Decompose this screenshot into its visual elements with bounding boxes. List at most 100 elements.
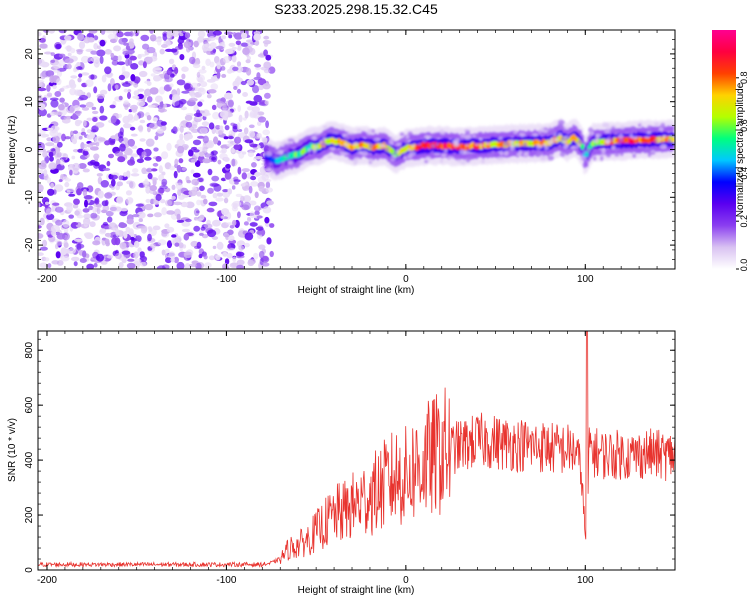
noise-blob	[171, 234, 177, 238]
ridge-halo-blob	[367, 128, 373, 134]
ridge-halo-blob	[542, 143, 547, 147]
noise-blob	[249, 47, 256, 56]
noise-blob	[161, 207, 167, 216]
noise-blob	[117, 113, 122, 118]
noise-blob	[176, 213, 181, 221]
noise-blob	[169, 83, 174, 88]
ridge-halo-blob	[356, 128, 362, 132]
ridge-halo-blob	[333, 149, 339, 155]
spectrogram-x-tick-label: -100	[216, 274, 236, 285]
noise-blob	[119, 242, 127, 250]
noise-blob	[210, 83, 219, 90]
noise-blob	[156, 265, 166, 269]
noise-blob	[227, 188, 233, 195]
noise-blob	[208, 201, 218, 207]
ridge-halo-blob	[586, 148, 592, 153]
noise-blob	[90, 129, 97, 133]
noise-blob	[94, 198, 99, 204]
noise-blob	[97, 190, 104, 199]
noise-blob	[118, 74, 125, 81]
noise-blob	[75, 120, 83, 124]
noise-blob	[106, 74, 113, 79]
noise-blob	[155, 193, 162, 202]
noise-blob	[133, 83, 139, 88]
ridge-halo-blob	[365, 141, 371, 145]
noise-blob	[181, 221, 191, 227]
ridge-halo-blob	[396, 148, 400, 154]
ridge-halo-blob	[308, 161, 314, 165]
noise-blob	[43, 169, 48, 177]
noise-blob	[96, 93, 106, 99]
ridge-halo-blob	[509, 145, 515, 151]
noise-blob	[116, 61, 126, 66]
noise-blob	[99, 89, 108, 95]
noise-blob	[56, 240, 63, 246]
ridge-halo-blob	[440, 158, 443, 164]
ridge-halo-blob	[600, 153, 607, 157]
noise-blob	[249, 222, 258, 227]
ridge-halo-blob	[465, 144, 469, 147]
ridge-halo-blob	[643, 147, 651, 153]
noise-blob	[193, 112, 203, 117]
ridge-halo-blob	[595, 133, 602, 138]
noise-blob	[200, 194, 207, 199]
ridge-halo-blob	[384, 147, 390, 152]
noise-blob	[130, 236, 135, 241]
ridge-halo-blob	[322, 137, 327, 141]
noise-blob	[176, 88, 181, 96]
ridge-halo-blob	[590, 131, 594, 136]
noise-blob	[39, 43, 48, 49]
noise-blob	[147, 213, 154, 218]
noise-blob	[152, 117, 158, 122]
noise-blob	[263, 42, 269, 47]
noise-blob	[42, 150, 48, 158]
noise-blob	[50, 182, 54, 189]
noise-blob	[85, 101, 94, 108]
spectrogram-y-ticks: -20 -10 0 10 20	[24, 29, 675, 270]
noise-blob	[38, 252, 44, 256]
noise-blob	[136, 100, 146, 107]
ridge-halo-blob	[343, 142, 349, 147]
noise-blob	[79, 94, 88, 101]
snr-x-tick-label: -200	[37, 575, 57, 586]
noise-blob	[130, 63, 139, 70]
noise-blob	[116, 31, 124, 38]
noise-blob	[100, 260, 108, 265]
noise-blob	[49, 156, 54, 162]
noise-blob	[179, 125, 184, 133]
ridge-halo-blob	[503, 141, 510, 147]
noise-blob	[86, 263, 95, 269]
noise-blob	[124, 71, 130, 77]
ridge-halo-blob	[579, 156, 587, 162]
noise-blob	[47, 188, 55, 196]
noise-blob	[240, 80, 247, 86]
ridge-halo-blob	[507, 148, 511, 151]
noise-blob	[126, 170, 131, 179]
ridge-halo-blob	[431, 133, 435, 137]
noise-blob	[132, 95, 140, 99]
noise-blob	[49, 75, 55, 84]
ridge-halo-blob	[270, 169, 274, 176]
noise-blob	[125, 226, 131, 233]
noise-blob	[232, 200, 242, 207]
ridge-cell	[670, 136, 675, 143]
noise-blob	[199, 127, 208, 135]
ridge-halo-blob	[313, 144, 319, 149]
noise-blob	[176, 261, 185, 269]
ridge-halo-blob	[355, 153, 361, 158]
ridge-halo-blob	[513, 131, 518, 134]
noise-blob	[50, 224, 61, 233]
noise-blob	[161, 44, 168, 48]
noise-blob	[123, 172, 128, 177]
ridge-halo-blob	[340, 127, 344, 131]
noise-blob	[99, 115, 108, 121]
noise-blob	[262, 206, 272, 214]
noise-blob	[265, 181, 271, 189]
noise-blob	[109, 104, 116, 109]
noise-blob	[179, 133, 184, 141]
snr-x-ticks: -200 -100 0 100	[37, 331, 676, 586]
noise-blob	[58, 104, 65, 111]
noise-blob	[220, 215, 225, 219]
noise-blob	[147, 56, 153, 64]
noise-blob	[191, 178, 200, 186]
